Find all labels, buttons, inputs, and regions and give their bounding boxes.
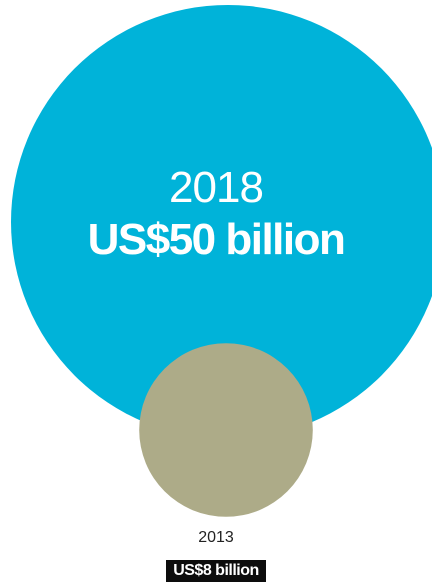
label-2018-value: US$50 billion [87,215,346,264]
label-2018-year: 2018 [169,163,264,212]
label-2013-value: US$8 billion [166,560,266,582]
bubble-2018 [11,5,432,439]
bubble-2013 [139,343,313,517]
label-2013-value-container: US$8 billion [0,560,432,582]
label-2013-year: 2013 [198,529,234,546]
